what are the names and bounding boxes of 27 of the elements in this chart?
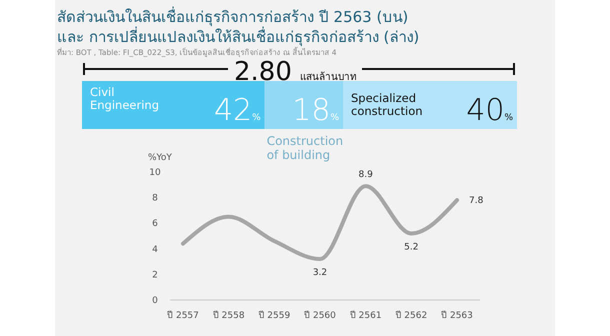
y-tick-label: 2 (152, 270, 158, 280)
y-tick-label: 0 (152, 296, 158, 306)
x-tick-label: ปี 2559 (258, 310, 290, 321)
series-label: Construction of building (266, 134, 344, 162)
y-axis-title: %YoY (148, 153, 172, 163)
y-tick-label: 8 (152, 194, 158, 204)
annotation: 2.80 แสนล้านบาท (234, 57, 358, 87)
data-label: 3.2 (312, 268, 328, 278)
y-tick-label: 6 (152, 219, 158, 230)
y-tick-label: 4 (152, 244, 158, 255)
line-series (181, 184, 459, 262)
data-label: 7.8 (469, 196, 484, 206)
x-tick-label: ปี 2561 (350, 310, 382, 321)
data-label: 42% (214, 93, 262, 128)
x-tick-label: ปี 2557 (167, 310, 199, 321)
data-label: 18% (292, 93, 340, 128)
series-label: Specialized construction (351, 91, 423, 118)
x-tick-label: ปี 2560 (304, 310, 336, 321)
series-label: Civil Engineering (90, 85, 159, 112)
chart-title: สัดส่วนเงินในสินเชื่อแก่ธุรกิจการก่อสร้าง ปี 2563 (บน) และ การเปลี่ยนแปลงเงินให้สินเชื่อแก่ธุรกิจก่อสร้าง (ล่าง) (57, 6, 420, 47)
data-label: 5.2 (404, 242, 418, 252)
x-tick-label: ปี 2562 (395, 310, 428, 321)
data-label: 40% (466, 93, 514, 128)
data-label: 8.9 (358, 170, 374, 180)
x-tick-label: ปี 2563 (441, 310, 473, 321)
x-tick-label: ปี 2558 (212, 310, 245, 321)
y-tick-label: 10 (149, 168, 161, 178)
